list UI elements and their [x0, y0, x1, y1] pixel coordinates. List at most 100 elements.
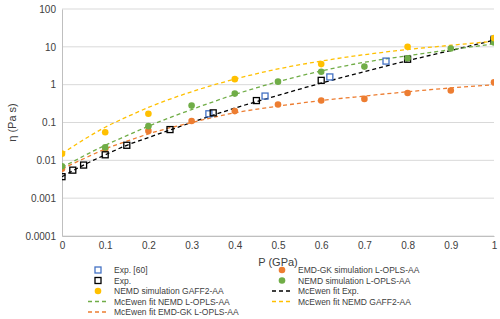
tick-label: 1 — [492, 240, 498, 251]
point — [253, 98, 259, 104]
grid-line — [62, 198, 494, 199]
legend-label: McEwen fit Exp. — [298, 286, 359, 296]
point — [232, 90, 239, 97]
data — [62, 35, 494, 180]
legend-item: McEwen fit EMD-GK L-OPLS-AA — [88, 307, 239, 317]
fit-line — [62, 85, 494, 169]
tick: 0.01 — [37, 155, 62, 166]
point — [188, 102, 195, 109]
x-axis-title: P (GPa) — [258, 256, 298, 268]
axis-line — [62, 10, 63, 237]
fit-line — [62, 40, 494, 176]
point — [102, 152, 108, 158]
x-axis: 0 0.1 0.2 0.3 0.4 0.5 0.6 0.7 0.8 0.9 1 — [60, 236, 498, 251]
legend-item: Exp. [60] — [95, 265, 148, 275]
tick: 0.1 — [99, 236, 113, 251]
tick-label: 0.3 — [185, 240, 199, 251]
tick-label: 0.8 — [401, 240, 415, 251]
point — [327, 74, 333, 80]
legend-label: EMD-GK simulation L-OPLS-AA — [298, 265, 420, 275]
legend-item: McEwen fit NEMD GAFF2-AA — [272, 297, 411, 307]
point — [70, 167, 76, 173]
tick-label: 0.1 — [99, 240, 113, 251]
legend-label: McEwen fit NEMD L-OPLS-AA — [114, 297, 230, 307]
tick-label: 10 — [45, 42, 57, 53]
legend-swatch — [279, 277, 286, 284]
tick-label: 0.4 — [228, 240, 242, 251]
point — [275, 101, 282, 108]
legend-item: EMD-GK simulation L-OPLS-AA — [279, 265, 420, 275]
tick-label: 0.9 — [444, 240, 458, 251]
point — [62, 150, 65, 157]
legend-swatch — [95, 267, 101, 273]
point — [491, 79, 494, 86]
tick: 0.0001 — [25, 231, 62, 242]
point — [167, 127, 173, 133]
y-axis-title: η (Pa s) — [6, 103, 18, 142]
fit-line — [62, 44, 494, 168]
tick-label: 0.2 — [142, 240, 156, 251]
tick: 0.2 — [142, 236, 156, 251]
tick: 1 — [50, 79, 62, 90]
legend-label: McEwen fit EMD-GK L-OPLS-AA — [114, 307, 239, 317]
plot: 0 0.1 0.2 0.3 0.4 0.5 0.6 0.7 0.8 0.9 1 0.0001 0.001… — [25, 4, 497, 251]
legend-swatch — [272, 290, 292, 291]
legend-swatch — [95, 278, 101, 284]
fit-line — [62, 41, 494, 153]
legend-swatch — [88, 311, 108, 312]
point — [81, 162, 87, 168]
legend-label: Exp. — [114, 276, 131, 286]
point — [102, 144, 109, 151]
tick: 10 — [45, 42, 62, 53]
grid-line — [62, 160, 494, 161]
point — [491, 35, 494, 42]
grid-line — [62, 236, 494, 237]
point — [145, 123, 152, 130]
tick-label: 1 — [50, 79, 56, 90]
legend-label: Exp. [60] — [114, 265, 148, 275]
legend-swatch — [95, 288, 102, 295]
tick: 0.001 — [31, 193, 62, 204]
tick: 1 — [492, 236, 498, 251]
tick-label: 0.0001 — [25, 231, 56, 242]
legend-item: Exp. — [95, 276, 131, 286]
y-axis: 0.0001 0.001 0.01 0.1 1 10 100 — [25, 4, 62, 242]
tick: 0.7 — [358, 236, 372, 251]
point — [262, 93, 268, 99]
point — [124, 142, 130, 148]
grid-line — [62, 9, 494, 10]
point — [318, 68, 325, 75]
axis-line — [63, 236, 495, 237]
point — [232, 76, 239, 83]
point — [62, 174, 65, 180]
point — [318, 97, 325, 104]
legend-item: NEMD simulation GAFF2-AA — [95, 286, 224, 296]
legend-item: NEMD simulation L-OPLS-AA — [279, 276, 411, 286]
point — [232, 108, 239, 115]
tick: 0.4 — [228, 236, 242, 251]
point — [275, 78, 282, 85]
tick: 0.3 — [185, 236, 199, 251]
tick-label: 0 — [60, 240, 66, 251]
tick-label: 100 — [39, 4, 56, 15]
point — [448, 45, 455, 52]
point — [188, 118, 195, 125]
tick: 100 — [39, 4, 62, 15]
point — [102, 129, 109, 136]
tick-label: 0.6 — [315, 240, 329, 251]
legend: Exp. [60] EMD-GK simulation L-OPLS-AA Exp.… — [88, 265, 420, 317]
legend-swatch — [272, 301, 292, 302]
point — [404, 44, 411, 51]
tick-label: 0.001 — [31, 193, 56, 204]
tick-label: 0.1 — [42, 117, 56, 128]
legend-label: McEwen fit NEMD GAFF2-AA — [298, 297, 411, 307]
point — [404, 90, 411, 97]
tick-label: 0.01 — [37, 155, 57, 166]
tick-label: 0.7 — [358, 240, 372, 251]
point — [383, 58, 389, 64]
point — [361, 63, 368, 70]
point — [448, 87, 455, 94]
tick: 0.8 — [401, 236, 415, 251]
chart: 0 0.1 0.2 0.3 0.4 0.5 0.6 0.7 0.8 0.9 1 0.0001 0.001… — [0, 0, 500, 319]
tick-label: 0.5 — [272, 240, 286, 251]
